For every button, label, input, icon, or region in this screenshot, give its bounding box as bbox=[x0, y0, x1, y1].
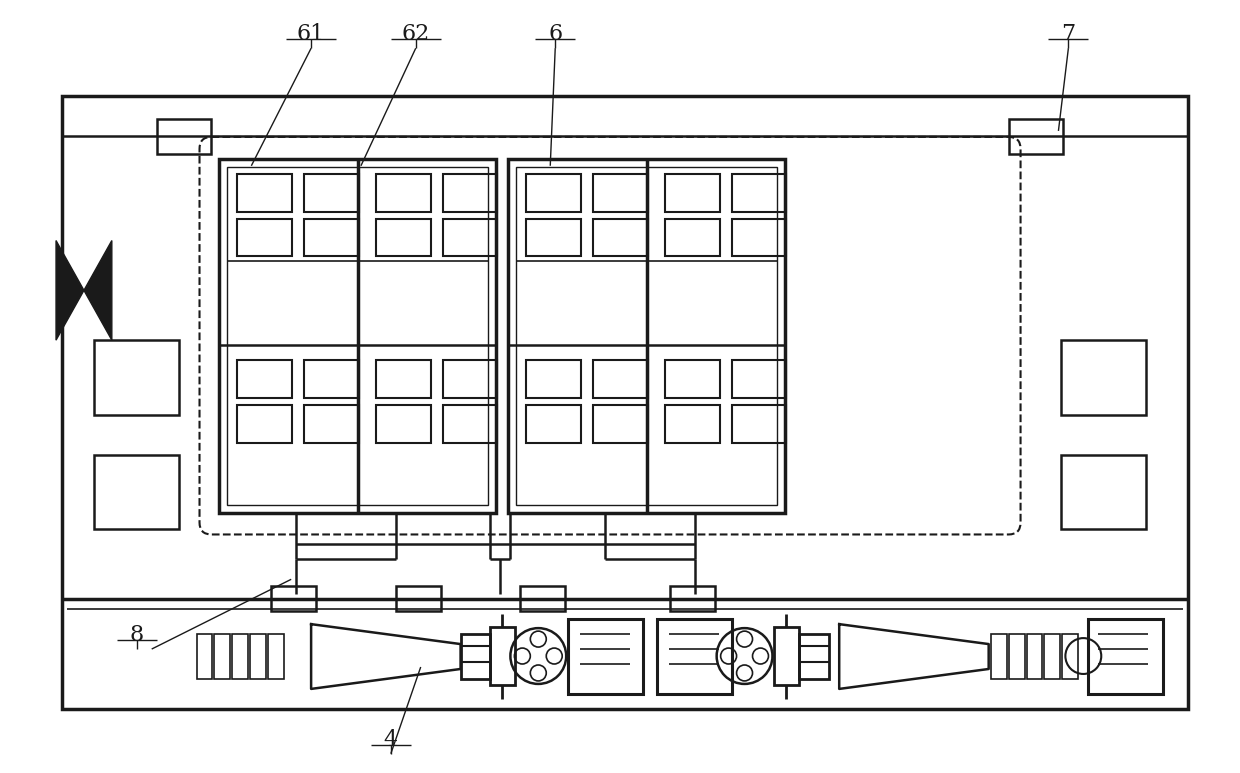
Bar bbox=[272, 586, 316, 611]
Bar bbox=[443, 360, 497, 398]
Bar bbox=[521, 586, 565, 611]
Bar bbox=[304, 219, 358, 257]
Bar bbox=[237, 219, 293, 257]
Bar bbox=[232, 634, 248, 679]
Bar bbox=[1044, 634, 1060, 679]
Bar bbox=[237, 174, 293, 212]
Bar bbox=[593, 360, 647, 398]
Text: 62: 62 bbox=[402, 23, 430, 46]
Bar bbox=[227, 167, 489, 505]
Bar bbox=[1061, 455, 1146, 530]
Bar bbox=[304, 174, 358, 212]
Bar bbox=[1027, 634, 1043, 679]
Bar bbox=[670, 586, 714, 611]
Bar bbox=[237, 405, 293, 443]
Bar bbox=[526, 405, 582, 443]
Bar bbox=[268, 634, 284, 679]
Bar bbox=[304, 405, 358, 443]
Bar bbox=[1063, 634, 1079, 679]
Bar bbox=[1061, 340, 1146, 415]
Bar bbox=[665, 405, 719, 443]
Bar bbox=[215, 634, 231, 679]
Bar bbox=[491, 627, 516, 685]
Bar bbox=[250, 634, 267, 679]
Bar bbox=[237, 360, 293, 398]
Bar bbox=[657, 619, 732, 694]
Bar bbox=[732, 405, 786, 443]
Bar bbox=[1089, 619, 1163, 694]
Text: 61: 61 bbox=[298, 23, 325, 46]
Bar bbox=[732, 219, 786, 257]
Bar bbox=[526, 174, 582, 212]
Text: 8: 8 bbox=[130, 624, 144, 646]
Bar bbox=[94, 340, 179, 415]
Text: 4: 4 bbox=[383, 729, 398, 751]
Text: 7: 7 bbox=[1061, 23, 1075, 46]
Bar bbox=[460, 634, 491, 679]
Bar bbox=[1008, 634, 1024, 679]
Bar bbox=[376, 360, 430, 398]
Bar bbox=[568, 619, 642, 694]
Text: 6: 6 bbox=[548, 23, 562, 46]
Bar bbox=[1008, 119, 1064, 154]
Bar bbox=[732, 360, 786, 398]
Bar bbox=[593, 405, 647, 443]
Bar bbox=[593, 219, 647, 257]
Bar bbox=[526, 219, 582, 257]
Bar bbox=[62, 96, 1188, 709]
Polygon shape bbox=[56, 240, 84, 340]
Bar bbox=[156, 119, 212, 154]
Bar bbox=[443, 219, 497, 257]
Bar bbox=[800, 634, 830, 679]
Bar bbox=[593, 174, 647, 212]
Bar bbox=[443, 174, 497, 212]
Bar bbox=[396, 586, 440, 611]
Bar bbox=[526, 360, 582, 398]
Bar bbox=[665, 360, 719, 398]
Bar bbox=[219, 158, 496, 512]
Bar bbox=[508, 158, 785, 512]
Bar bbox=[775, 627, 800, 685]
Bar bbox=[376, 174, 430, 212]
Bar bbox=[665, 174, 719, 212]
Bar bbox=[376, 405, 430, 443]
Bar bbox=[376, 219, 430, 257]
Bar bbox=[304, 360, 358, 398]
Bar bbox=[732, 174, 786, 212]
Bar bbox=[196, 634, 212, 679]
Bar bbox=[516, 167, 777, 505]
Bar bbox=[94, 455, 179, 530]
Bar bbox=[991, 634, 1007, 679]
Bar bbox=[443, 405, 497, 443]
Polygon shape bbox=[84, 240, 112, 340]
Bar bbox=[665, 219, 719, 257]
